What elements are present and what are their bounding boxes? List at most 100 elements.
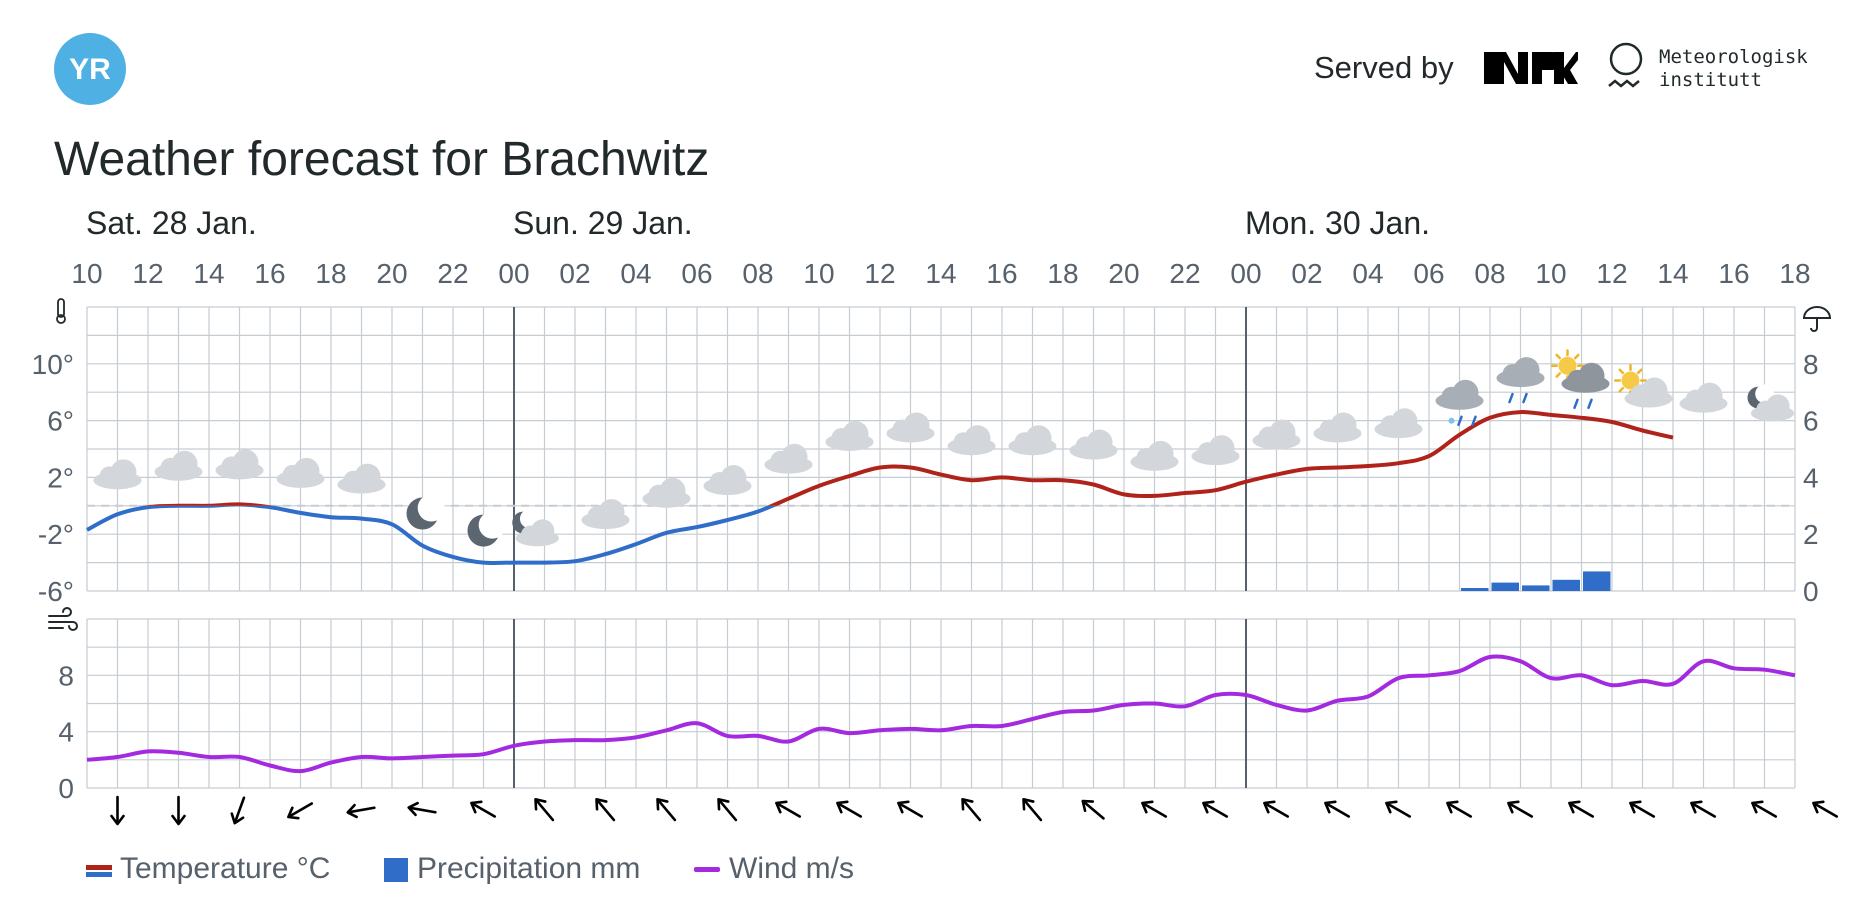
day-label: Sun. 29 Jan. bbox=[513, 205, 693, 241]
met-line-2: institutt bbox=[1659, 69, 1762, 91]
wind-arrow-icon bbox=[897, 800, 924, 818]
met-institute-logo[interactable] bbox=[1606, 42, 1646, 94]
precipitation-bar bbox=[1552, 579, 1580, 591]
day-labels: Sat. 28 Jan. Sun. 29 Jan. Mon. 30 Jan. bbox=[86, 205, 1430, 241]
wind-arrow-shaft bbox=[898, 802, 924, 818]
cloud-puff bbox=[964, 425, 991, 452]
temperature-tick-label: 2° bbox=[47, 462, 74, 493]
cloud-icon bbox=[93, 459, 142, 490]
hour-tick-label: 14 bbox=[1657, 258, 1688, 289]
cloud-icon bbox=[642, 477, 691, 508]
cloud-icon bbox=[1191, 435, 1240, 466]
hour-tick-label: 18 bbox=[315, 258, 346, 289]
wind-arrow-icon bbox=[656, 797, 677, 822]
cloud-icon bbox=[215, 449, 264, 480]
wind-arrow-icon bbox=[836, 800, 863, 818]
met-line-1: Meteorologisk bbox=[1659, 46, 1808, 68]
legend-temperature: Temperature °C bbox=[120, 852, 331, 885]
wind-arrow-icon bbox=[1202, 800, 1229, 818]
wind-arrow-head bbox=[1751, 800, 1764, 814]
moon-icon bbox=[467, 511, 506, 547]
sun-disc bbox=[1558, 356, 1577, 375]
cloud-puff bbox=[1269, 419, 1296, 446]
cloud-puff bbox=[598, 499, 625, 526]
cloud-puff bbox=[293, 457, 320, 484]
wind-arrow-head bbox=[1324, 800, 1337, 814]
temperature-tick-label: -6° bbox=[38, 576, 74, 607]
wind-arrow-shaft bbox=[1023, 799, 1043, 822]
hour-tick-label: 00 bbox=[498, 258, 529, 289]
cloud-puff bbox=[232, 449, 259, 476]
temperature-line bbox=[86, 410, 1674, 565]
cloud-icon bbox=[642, 477, 691, 508]
hour-tick-label: 12 bbox=[132, 258, 163, 289]
umbrella-icon bbox=[1802, 306, 1832, 332]
cloud-icon bbox=[215, 449, 264, 480]
hour-tick-label: 08 bbox=[742, 258, 773, 289]
wind-arrow-head bbox=[1385, 800, 1398, 814]
precipitation-tick-label: 8 bbox=[1803, 349, 1819, 380]
yr-logo[interactable]: YR bbox=[54, 33, 126, 105]
met-institute-name: Meteorologisk institutt bbox=[1659, 46, 1808, 92]
wind-tick-label: 8 bbox=[58, 660, 74, 691]
served-by-label: Served by bbox=[1314, 50, 1454, 85]
legend-wind: Wind m/s bbox=[729, 852, 855, 885]
hour-tick-label: 22 bbox=[1169, 258, 1200, 289]
wind-arrow-icon bbox=[1324, 800, 1351, 818]
wind-arrow-shaft bbox=[962, 799, 982, 822]
rain-drop bbox=[1508, 392, 1514, 404]
wind-arrow-icon bbox=[1141, 800, 1168, 818]
precipitation-bar bbox=[1583, 571, 1611, 591]
chart-grid bbox=[86, 306, 1796, 789]
wind-arrow-icon bbox=[1385, 800, 1412, 818]
sleet-flake bbox=[1448, 417, 1455, 424]
wind-arrow-shaft bbox=[1691, 802, 1717, 818]
temperature-tick-label: -2° bbox=[38, 519, 74, 550]
wind-arrow-icon bbox=[171, 795, 186, 826]
wind-arrow-head bbox=[1812, 800, 1825, 814]
cloud-puff bbox=[1452, 379, 1479, 406]
wind-arrow-icon bbox=[1022, 797, 1043, 822]
wind-direction-arrows bbox=[110, 795, 1839, 826]
wind-arrow-icon bbox=[1263, 800, 1290, 818]
hour-tick-label: 16 bbox=[986, 258, 1017, 289]
wind-arrow-icon bbox=[1446, 800, 1473, 818]
rain-drop bbox=[1587, 398, 1593, 410]
rain-cloud-icon bbox=[1496, 357, 1545, 404]
precipitation-tick-label: 4 bbox=[1803, 462, 1819, 493]
cloud-puff bbox=[110, 459, 137, 486]
wind-arrow-head bbox=[1690, 800, 1703, 814]
cloud-icon bbox=[1435, 379, 1484, 410]
wind-arrow-shaft bbox=[234, 796, 246, 823]
wind-arrow-head bbox=[1263, 800, 1276, 814]
cloud-puff bbox=[842, 420, 869, 447]
wind-arrow-icon bbox=[775, 800, 802, 818]
svg-text:YR: YR bbox=[69, 53, 111, 86]
cloud-puff bbox=[1025, 425, 1052, 452]
cloud-puff bbox=[659, 477, 686, 504]
hour-tick-label: 08 bbox=[1474, 258, 1505, 289]
day-label: Sat. 28 Jan. bbox=[86, 205, 257, 241]
hour-tick-label: 20 bbox=[376, 258, 407, 289]
hour-tick-label: 04 bbox=[620, 258, 651, 289]
wind-tick-label: 0 bbox=[58, 773, 74, 804]
wind-arrow-head bbox=[230, 812, 245, 825]
cloud-icon bbox=[276, 457, 325, 488]
cloud-icon bbox=[1679, 382, 1728, 413]
cloud-icon bbox=[93, 459, 142, 490]
wind-icon bbox=[48, 607, 78, 631]
page-title: Weather forecast for Brachwitz bbox=[54, 133, 710, 186]
nrk-logo[interactable] bbox=[1484, 50, 1578, 86]
cloud-icon bbox=[1008, 425, 1057, 456]
cloud-icon bbox=[1496, 357, 1545, 388]
cloud-puff bbox=[720, 465, 747, 491]
hour-tick-label: 10 bbox=[1535, 258, 1566, 289]
weather-symbols bbox=[93, 349, 1795, 547]
cloud-icon bbox=[515, 519, 559, 547]
temperature-line-cold bbox=[86, 505, 778, 565]
y-axis-labels: 10° 6° 2° -2° -6° 8 6 4 2 0 8 4 0 bbox=[32, 349, 1819, 804]
rain-drop bbox=[1522, 392, 1528, 404]
wind-arrow-head bbox=[1081, 799, 1095, 813]
hour-tick-label: 16 bbox=[1718, 258, 1749, 289]
cloud-icon bbox=[886, 412, 935, 443]
